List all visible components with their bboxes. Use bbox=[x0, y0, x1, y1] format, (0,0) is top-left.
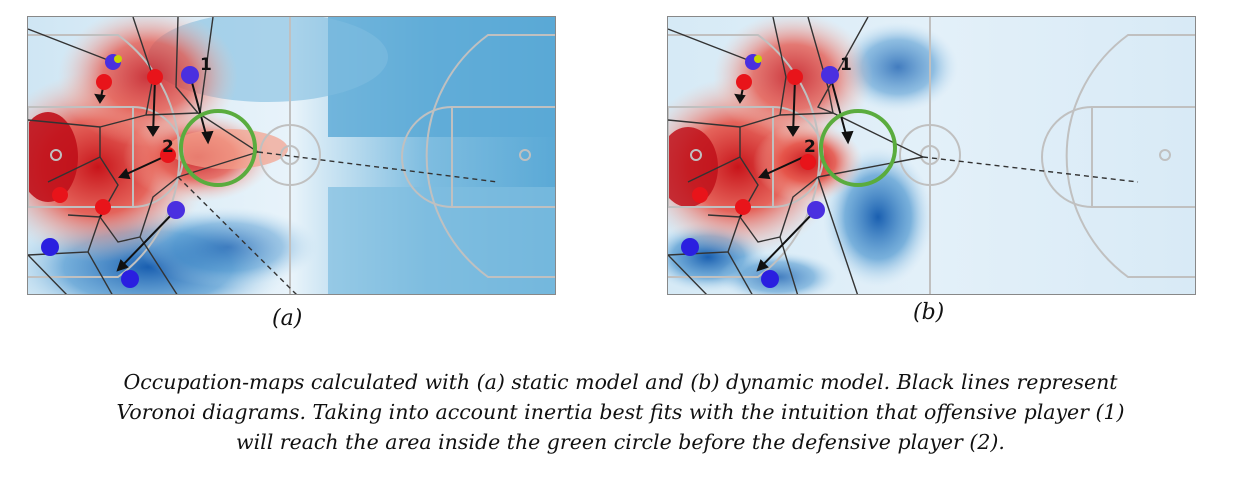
defensive-players bbox=[52, 69, 176, 215]
defense-region-wedge bbox=[168, 129, 288, 169]
attacker-dot bbox=[807, 201, 825, 219]
defender-dot bbox=[736, 74, 752, 90]
offensive-players bbox=[681, 54, 839, 288]
court-lines bbox=[668, 17, 1195, 294]
defensive-players bbox=[692, 69, 816, 215]
attacker-dot bbox=[761, 270, 779, 288]
attacker-dot-1 bbox=[821, 66, 839, 84]
ball-dot bbox=[114, 55, 122, 63]
velocity-arrows bbox=[734, 74, 854, 272]
defensive-player-marker: 2 bbox=[804, 137, 816, 157]
occupation-map-static: 1 2 bbox=[27, 16, 556, 295]
attacker-dot bbox=[681, 238, 699, 256]
defense-region-core bbox=[668, 127, 718, 207]
attacker-dot bbox=[121, 270, 139, 288]
offensive-player-marker: 1 bbox=[200, 55, 212, 75]
panel-label-a: (a) bbox=[272, 306, 303, 331]
defender-dot-2 bbox=[160, 147, 176, 163]
offensive-player-marker: 1 bbox=[840, 55, 852, 75]
defender-dot-2 bbox=[800, 154, 816, 170]
defender-dot bbox=[52, 187, 68, 203]
defender-dot bbox=[787, 69, 803, 85]
caption-line: Voronoi diagrams. Taking into account in… bbox=[116, 400, 1125, 424]
defender-dot bbox=[95, 199, 111, 215]
ball-dot bbox=[754, 55, 762, 63]
velocity-arrows bbox=[94, 74, 214, 272]
offensive-players bbox=[41, 54, 199, 288]
occupation-map-static-figure: 1 2 bbox=[28, 17, 555, 294]
figure-caption: Occupation-maps calculated with (a) stat… bbox=[0, 367, 1241, 457]
offense-region-bottom bbox=[718, 252, 838, 294]
defense-region-core bbox=[28, 112, 78, 202]
panel-label-b: (b) bbox=[913, 300, 945, 325]
defender-dot bbox=[147, 69, 163, 85]
defender-dot bbox=[96, 74, 112, 90]
attacker-dot bbox=[41, 238, 59, 256]
defensive-player-marker: 2 bbox=[162, 137, 174, 157]
target-area-circle bbox=[819, 109, 897, 187]
occupation-map-dynamic: 1 2 bbox=[667, 16, 1196, 295]
defender-dot bbox=[735, 199, 751, 215]
offense-region-bottom bbox=[328, 187, 555, 294]
attacker-dot-1 bbox=[181, 66, 199, 84]
caption-line: Occupation-maps calculated with (a) stat… bbox=[123, 370, 1118, 394]
occupation-map-dynamic-figure: 1 2 bbox=[668, 17, 1195, 294]
target-area-circle bbox=[179, 109, 257, 187]
caption-line: will reach the area inside the green cir… bbox=[236, 430, 1005, 454]
voronoi-diagram bbox=[28, 17, 499, 294]
defender-dot bbox=[692, 187, 708, 203]
attacker-dot bbox=[167, 201, 185, 219]
